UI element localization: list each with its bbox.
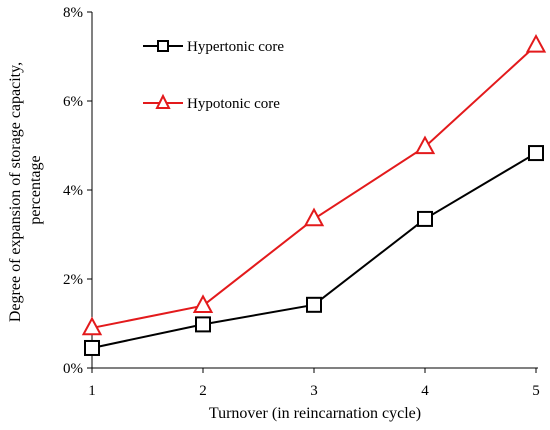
data-point-hypertonic [306,296,322,313]
legend-item-hypotonic: Hypotonic core [143,93,280,112]
data-point-hypotonic [414,135,436,155]
legend: Hypertonic core Hypotonic core [143,39,284,112]
y-tick-label: 4% [63,183,83,199]
data-point-hypertonic [417,210,433,227]
x-axis-title: Turnover (in reincarnation cycle) [209,405,421,422]
y-axis-title-line-2: percentage [27,155,44,224]
y-tick-label: 6% [63,94,83,110]
y-tick-label: 8% [63,5,83,21]
series-hypertonic [84,145,544,356]
y-tick-label: 2% [63,272,83,288]
data-point-hypotonic [192,294,214,313]
legend-square-marker [157,40,169,52]
y-axis-title-line-1: Degree of expansion of storage capacity, [7,62,24,322]
series-hypotonic [81,33,547,336]
legend-triangle-marker [155,93,171,109]
x-tick-label: 5 [532,383,540,399]
legend-label: Hypotonic core [187,96,280,112]
y-tick-label: 0% [63,361,83,377]
y-ticks: 0% 2% 4% 6% 8% [63,5,92,377]
x-tick-label: 3 [310,383,318,399]
legend-label: Hypertonic core [187,39,284,55]
x-tick-label: 4 [421,383,429,399]
data-point-hypertonic [195,316,211,333]
data-point-hypotonic [303,207,325,227]
x-tick-label: 1 [88,383,96,399]
data-point-hypertonic [528,145,544,162]
data-point-hypertonic [84,339,100,356]
series-line-hypotonic [91,44,537,329]
series-layer [81,33,547,356]
data-point-hypotonic [525,33,547,53]
series-line-hypertonic [91,152,537,349]
x-ticks: 1 2 3 4 5 [88,368,540,399]
legend-item-hypertonic: Hypertonic core [143,39,284,55]
y-axis-title: Degree of expansion of storage capacity,… [7,58,44,322]
data-point-hypotonic [81,316,103,336]
x-tick-label: 2 [199,383,207,399]
